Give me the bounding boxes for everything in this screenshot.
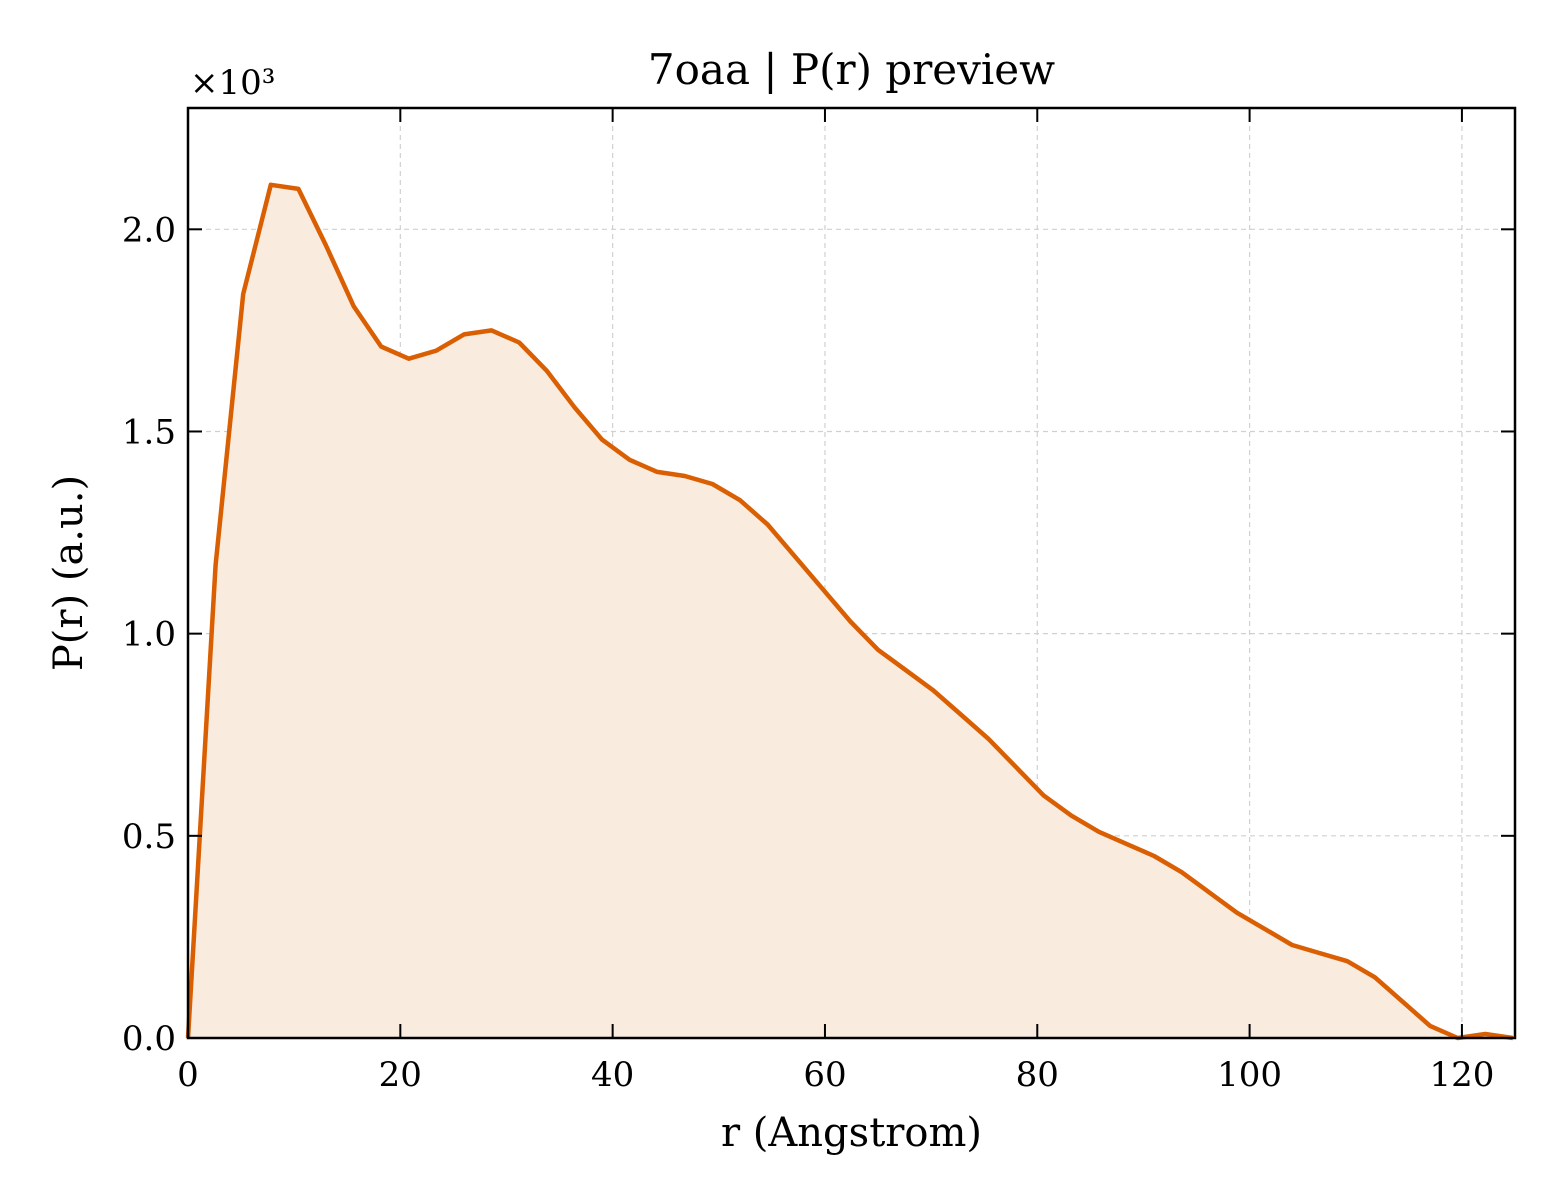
x-tick-label: 120 <box>1429 1055 1494 1095</box>
x-tick-label: 100 <box>1217 1055 1282 1095</box>
x-axis-title: r (Angstrom) <box>721 1110 982 1156</box>
chart-title: 7oaa | P(r) preview <box>648 45 1055 94</box>
y-axis-title: P(r) (a.u.) <box>46 475 92 671</box>
plot-frame <box>186 106 1517 1040</box>
x-tick-label: 40 <box>591 1055 634 1095</box>
x-tick-label: 80 <box>1016 1055 1059 1095</box>
x-tick-label: 0 <box>177 1055 199 1095</box>
y-tick-label: 2.0 <box>122 210 176 250</box>
y-tick-label: 1.0 <box>122 615 176 655</box>
y-multiplier-label: ×10³ <box>190 63 275 103</box>
x-tick-label: 60 <box>803 1055 846 1095</box>
pr-area-fill <box>188 184 1513 1039</box>
y-tick-label: 0.5 <box>122 817 176 857</box>
axis-ticks: 0 20 40 60 80 100 120 0.0 0.5 1.0 1.5 2.0 <box>122 108 1515 1095</box>
y-tick-label: 0.0 <box>122 1019 176 1059</box>
pr-series-line <box>185 182 1514 1041</box>
y-tick-label: 1.5 <box>122 412 176 452</box>
x-tick-label: 20 <box>379 1055 422 1095</box>
